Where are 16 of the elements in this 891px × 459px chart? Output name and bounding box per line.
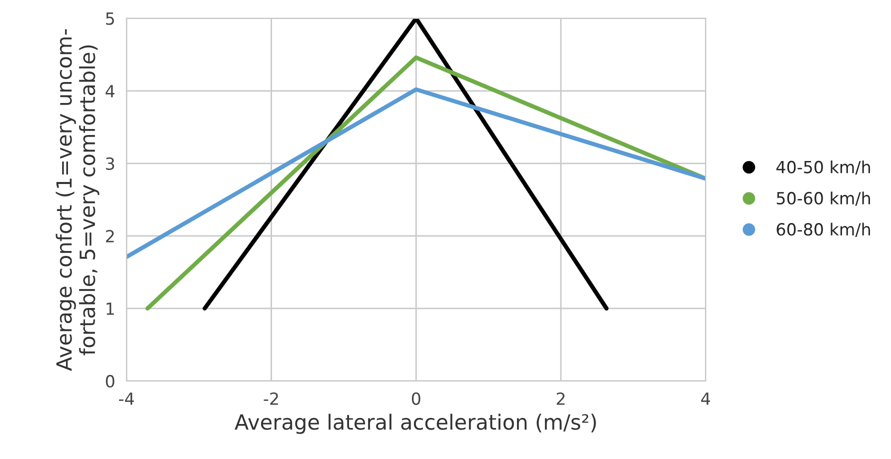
y-tick-label: 1 [106,302,114,315]
x-axis-title: Average lateral acceleration (m/s²) [234,414,596,434]
legend-label: 50-60 km/h [776,192,870,206]
x-tick-label: 4 [701,392,710,405]
x-tick-label: 2 [556,392,565,405]
y-tick-label: 4 [106,85,114,98]
y-tick-label: 0 [106,374,114,388]
x-tick-label: -2 [264,392,278,405]
y-tick-label: 2 [106,230,114,242]
legend-label: 60-80 km/h [776,222,870,237]
y-axis-title: Average confort (1=very uncom- fortable, 5=very comfortable) [56,29,100,371]
y-tick-label: 5 [106,12,114,25]
y-tick-label: 3 [106,157,114,170]
x-tick-label: -4 [119,392,134,405]
x-tick-label: 0 [412,392,420,405]
legend-label: 40-50 km/h [776,160,870,175]
